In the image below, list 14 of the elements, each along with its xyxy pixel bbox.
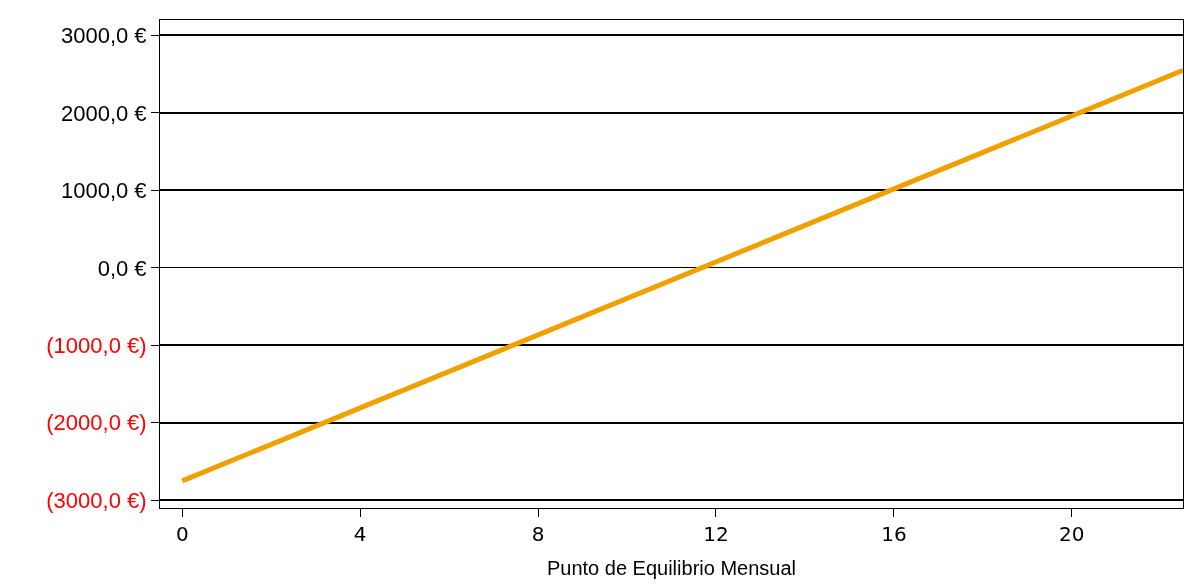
x-axis-title: Punto de Equilibrio Mensual bbox=[546, 556, 797, 579]
y-tick-label: 0,0 € bbox=[97, 255, 147, 281]
x-tick-label: 8 bbox=[531, 522, 545, 546]
y-tick-label: (2000,0 €) bbox=[46, 410, 147, 436]
y-tick-label: 1000,0 € bbox=[60, 178, 147, 204]
x-tick-label: 4 bbox=[353, 522, 367, 546]
x-tick-label: 12 bbox=[703, 522, 729, 546]
x-tick-label: 20 bbox=[1059, 522, 1085, 546]
y-tick-label: 3000,0 € bbox=[60, 23, 147, 49]
x-tick-label: 0 bbox=[175, 522, 189, 546]
x-tick-label: 16 bbox=[881, 522, 907, 546]
y-tick-label: (1000,0 €) bbox=[46, 333, 147, 359]
y-tick-label: (3000,0 €) bbox=[46, 487, 147, 513]
y-tick-label: 2000,0 € bbox=[60, 100, 147, 126]
